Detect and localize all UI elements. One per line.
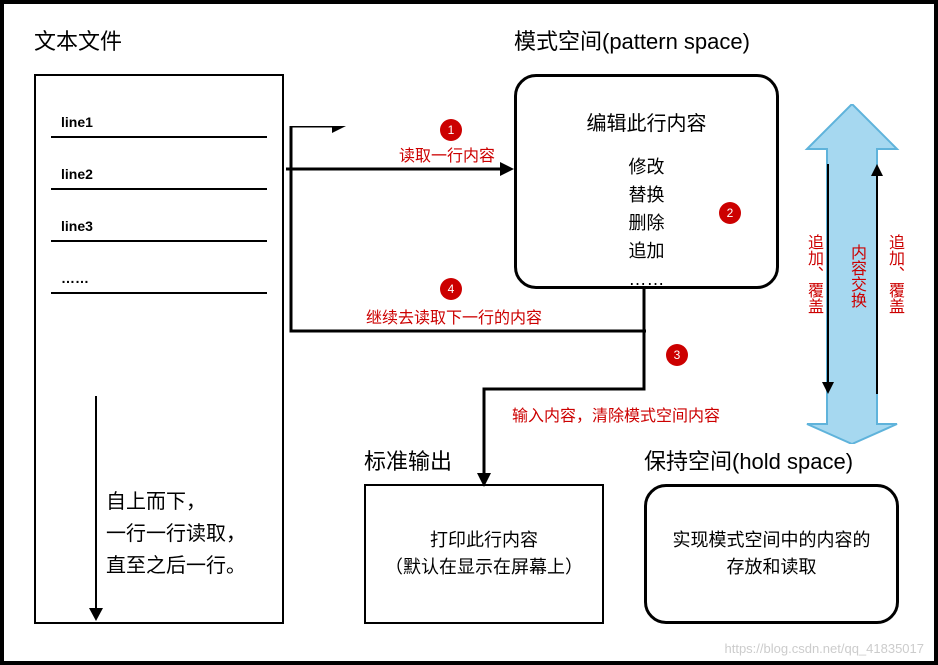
pattern-ops: 修改 替换 删除 追加 …… xyxy=(517,154,776,293)
badge-1: 1 xyxy=(440,119,462,141)
file-line: line2 xyxy=(51,166,267,190)
file-line-label: line2 xyxy=(51,166,267,182)
text: 一行一行读取， xyxy=(106,518,246,550)
text: （默认在显示在屏幕上） xyxy=(366,554,602,581)
divider xyxy=(51,292,267,294)
file-line: …… xyxy=(51,270,267,294)
label-mid-vertical: 内容交换 xyxy=(844,244,868,308)
file-line-label: line1 xyxy=(51,114,267,130)
hold-box: 实现模式空间中的内容的存放和读取 xyxy=(644,484,899,624)
arrow-step3 xyxy=(474,289,654,487)
divider xyxy=(51,240,267,242)
text: 自上而下， xyxy=(106,486,246,518)
arrow-step4 xyxy=(286,126,351,336)
text: 打印此行内容 xyxy=(366,527,602,554)
badge-2: 2 xyxy=(719,202,741,224)
down-arrow-icon xyxy=(86,396,106,621)
op-item: 追加 xyxy=(517,238,776,266)
file-line-label: line3 xyxy=(51,218,267,234)
label-step3: 输入内容，清除模式空间内容 xyxy=(512,402,720,426)
label-right-vertical: 追加、覆盖 xyxy=(882,234,906,314)
pattern-heading: 编辑此行内容 xyxy=(517,107,776,136)
badge-3: 3 xyxy=(666,344,688,366)
file-line: line1 xyxy=(51,114,267,138)
hold-title: 保持空间(hold space) xyxy=(644,444,853,476)
label-left-vertical: 追加、覆盖 xyxy=(801,234,825,314)
pattern-box: 编辑此行内容 修改 替换 删除 追加 …… xyxy=(514,74,779,289)
label-step1: 读取一行内容 xyxy=(399,142,495,166)
watermark: https://blog.csdn.net/qq_41835017 xyxy=(725,641,925,656)
stdout-title: 标准输出 xyxy=(364,444,452,476)
op-item: 修改 xyxy=(517,154,776,182)
pattern-title: 模式空间(pattern space) xyxy=(514,24,750,56)
file-title: 文本文件 xyxy=(34,24,122,56)
badge-4: 4 xyxy=(440,278,462,300)
file-line: line3 xyxy=(51,218,267,242)
file-box: line1 line2 line3 …… 自上而下， 一行一行读取， 直至之后一… xyxy=(34,74,284,624)
divider xyxy=(51,188,267,190)
divider xyxy=(51,136,267,138)
text: 直至之后一行。 xyxy=(106,550,246,582)
file-description: 自上而下， 一行一行读取， 直至之后一行。 xyxy=(106,486,246,582)
text: 实现模式空间中的内容的存放和读取 xyxy=(647,527,896,581)
file-line-label: …… xyxy=(51,270,267,286)
stdout-box: 打印此行内容 （默认在显示在屏幕上） xyxy=(364,484,604,624)
